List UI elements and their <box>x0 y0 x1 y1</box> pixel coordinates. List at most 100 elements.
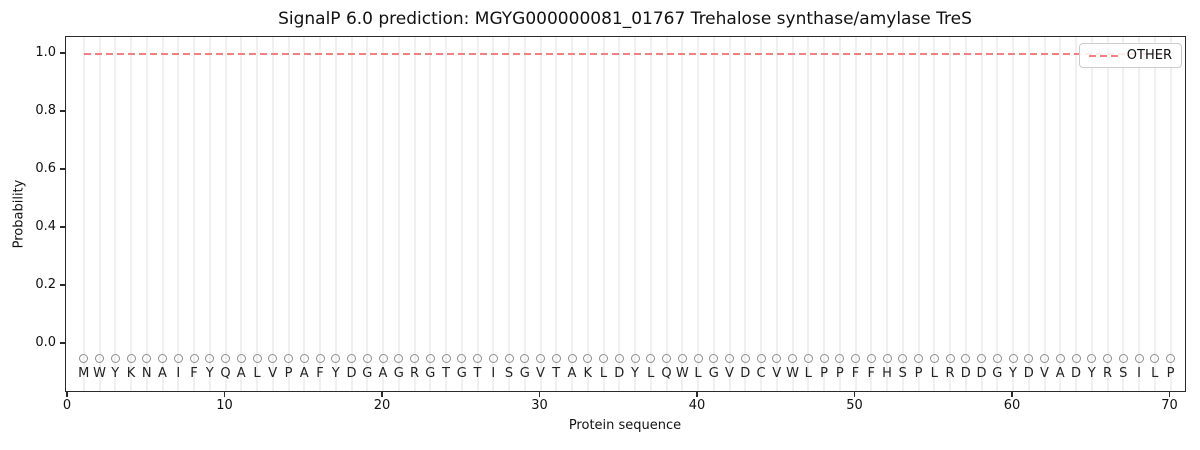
residue-marker-circle-icon <box>882 354 892 363</box>
residue-marker-circle-icon <box>268 354 278 363</box>
gridline <box>571 37 573 391</box>
residue-marker-circle-icon <box>756 354 766 363</box>
residue-letter: V <box>536 365 545 381</box>
residue-marker-circle-icon <box>205 354 215 363</box>
residue-marker-circle-icon <box>347 354 356 363</box>
legend-label: OTHER <box>1126 48 1172 63</box>
x-tick <box>223 392 226 397</box>
residue-letter: K <box>126 365 136 381</box>
gridline <box>634 37 636 391</box>
residue-letter: G <box>992 365 1003 381</box>
gridline <box>980 37 983 391</box>
residue-marker-circle-icon <box>1024 354 1034 363</box>
gridline <box>1090 37 1093 391</box>
residue-letter: C <box>756 365 766 381</box>
x-tick-label: 60 <box>1003 398 1021 413</box>
residue-marker-circle-icon <box>315 354 325 363</box>
gridline <box>145 37 148 391</box>
residue-letter: G <box>519 365 530 381</box>
residue-letter: Y <box>1087 365 1096 381</box>
residue-marker-circle-icon <box>866 354 876 363</box>
gridline <box>838 37 841 391</box>
residue-letter: L <box>599 365 608 381</box>
residue-marker-circle-icon <box>725 354 734 363</box>
residue-letter: L <box>930 365 938 381</box>
residue-letter: I <box>1137 365 1141 381</box>
residue-letter: Y <box>111 365 120 381</box>
gridline <box>712 37 715 391</box>
gridline <box>413 37 416 391</box>
residue-marker-circle-icon <box>1118 354 1128 363</box>
residue-letter: T <box>442 365 450 381</box>
residue-letter: G <box>425 365 436 381</box>
residue-marker-circle-icon <box>410 354 419 363</box>
gridline <box>460 37 463 391</box>
residue-marker-circle-icon <box>803 354 813 363</box>
gridline <box>697 37 699 391</box>
residue-marker-circle-icon <box>977 354 986 363</box>
residue-letter: S <box>1119 365 1128 381</box>
y-tick-label: 0.0 <box>35 335 56 350</box>
x-tick-label: 70 <box>1161 398 1178 413</box>
residue-letter: Q <box>661 365 672 381</box>
gridline <box>382 37 384 391</box>
residue-letter: Y <box>205 365 214 381</box>
gridline <box>429 37 432 391</box>
other-probability-line <box>83 53 1171 55</box>
y-tick <box>60 342 65 344</box>
gridline <box>82 37 85 391</box>
gridline <box>397 37 400 391</box>
gridline <box>1043 37 1046 391</box>
x-tick-label: 0 <box>62 398 72 413</box>
residue-marker-circle-icon <box>95 354 104 363</box>
gridline <box>886 37 888 391</box>
gridline <box>271 37 274 391</box>
residue-letter: R <box>1102 365 1113 381</box>
residue-letter: L <box>1151 365 1159 381</box>
gridline <box>602 37 605 391</box>
residue-letter: V <box>268 365 278 381</box>
y-tick-label: 0.6 <box>35 161 56 176</box>
y-tick-label: 0.2 <box>35 277 56 292</box>
residue-marker-circle-icon <box>425 354 435 363</box>
residue-marker-circle-icon <box>646 354 656 363</box>
residue-letter: G <box>456 365 467 381</box>
residue-marker-circle-icon <box>1071 354 1081 363</box>
gridline <box>870 37 873 391</box>
residue-letter: P <box>835 365 844 381</box>
residue-marker-circle-icon <box>1103 354 1112 363</box>
gridline <box>649 37 652 391</box>
gridline <box>1012 37 1014 391</box>
gridline <box>760 37 762 391</box>
gridline <box>728 37 731 391</box>
gridline <box>854 37 857 391</box>
residue-marker-circle-icon <box>677 354 687 363</box>
gridline <box>193 37 195 391</box>
x-tick <box>381 392 383 397</box>
residue-letter: L <box>694 365 702 381</box>
residue-marker-circle-icon <box>299 354 309 363</box>
residue-marker-circle-icon <box>1087 354 1097 363</box>
residue-letter: A <box>158 365 167 381</box>
residue-marker-circle-icon <box>788 354 797 363</box>
residue-letter: P <box>820 365 828 381</box>
y-tick <box>60 52 65 54</box>
gridline <box>964 37 967 391</box>
gridline <box>681 37 684 391</box>
gridline <box>1075 37 1077 391</box>
y-tick-label: 0.4 <box>35 219 56 234</box>
gridline <box>917 37 920 391</box>
residue-letter: Y <box>331 365 340 381</box>
residue-marker-circle-icon <box>709 354 719 363</box>
gridline <box>130 37 132 391</box>
residue-marker-circle-icon <box>189 354 199 363</box>
residue-marker-circle-icon <box>693 354 703 363</box>
residue-marker-circle-icon <box>284 354 293 363</box>
residue-marker-circle-icon <box>1040 354 1049 363</box>
residue-letter: A <box>299 365 309 381</box>
residue-marker-circle-icon <box>772 354 782 363</box>
gridline <box>98 37 101 391</box>
gridline <box>208 37 211 391</box>
